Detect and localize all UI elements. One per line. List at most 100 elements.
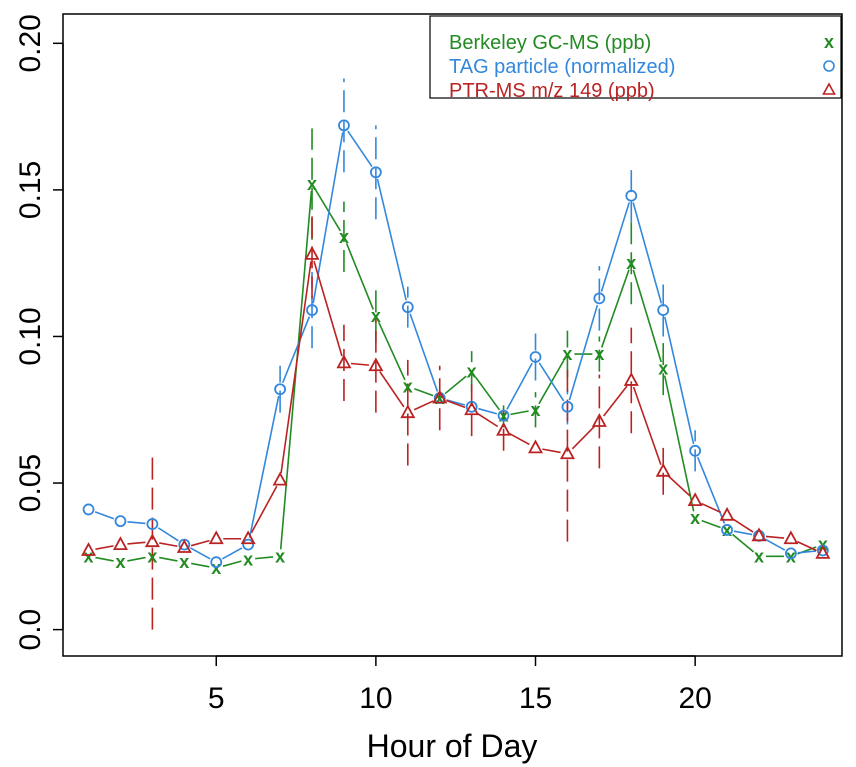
circle-marker [689, 444, 702, 457]
circle-marker [306, 304, 318, 316]
x-marker: x [307, 174, 317, 194]
triangle-marker [432, 389, 448, 404]
series-line-segment [701, 502, 722, 514]
series-line-segment [280, 261, 312, 474]
legend-triangle-marker [822, 82, 836, 95]
series-line-segment [571, 425, 596, 450]
x-marker: x [84, 546, 94, 566]
triangle-marker [112, 536, 128, 551]
circle-marker [593, 292, 606, 305]
x-marker: x [499, 406, 509, 426]
series-line-segment [568, 304, 599, 401]
x-marker: x [594, 344, 604, 364]
triangle-marker [751, 527, 767, 542]
triangle-marker [81, 542, 97, 556]
series-line-segment [733, 530, 753, 536]
series-line-segment [446, 399, 466, 406]
circle-marker [242, 538, 255, 551]
circle-marker [210, 556, 223, 569]
series-line-segment [632, 202, 663, 304]
series-line-segment [764, 538, 786, 551]
series-line-segment [510, 410, 529, 416]
x-marker: x [115, 552, 125, 572]
series-line-segment [127, 541, 146, 545]
y-axis: 0.0 0.05 0.10 0.15 0.20 [14, 14, 64, 650]
x-tick-label: 5 [208, 682, 225, 715]
series-line-segment [314, 189, 342, 232]
triangle-marker [559, 445, 575, 460]
series-line-segment [731, 533, 755, 553]
circle-marker [146, 518, 159, 530]
series-line-segment [667, 475, 691, 497]
legend-x-marker: x [824, 32, 834, 52]
series-line-segment [697, 456, 726, 524]
legend: Berkeley GC-MS (ppb) x TAG particle (norma… [429, 15, 842, 102]
series-line-segment [797, 550, 816, 554]
series-line-segment [350, 362, 369, 366]
series-line-segment [478, 407, 498, 415]
series-line-segment [221, 547, 243, 560]
x-axis: 5 10 15 20 [208, 655, 712, 715]
x-marker: x [722, 520, 732, 540]
x-marker: x [658, 359, 668, 379]
circle-marker [369, 166, 382, 179]
triangle-marker [400, 404, 416, 419]
series-line-segment [157, 527, 179, 542]
triangle-marker [527, 439, 544, 454]
series-line-segment [509, 432, 530, 446]
x-marker: x [786, 546, 796, 566]
x-tick-label: 20 [678, 682, 711, 715]
x-marker: x [531, 400, 541, 420]
series-line-segment [95, 556, 114, 562]
x-marker: x [403, 376, 413, 396]
x-marker: x [179, 552, 189, 572]
x-axis-title: Hour of Day [367, 728, 538, 764]
legend-label: TAG particle (normalized) [449, 56, 675, 78]
circle-marker [785, 547, 797, 560]
series-line-segment [379, 371, 405, 408]
series-line-segment [159, 556, 178, 562]
series-line-segment [765, 535, 785, 539]
series-line-segment [250, 485, 278, 533]
series-line-segment [190, 539, 210, 547]
y-tick-label: 0.10 [14, 307, 47, 365]
circle-marker [721, 524, 733, 536]
series-line-segment [255, 556, 274, 560]
x-marker: x [243, 549, 253, 569]
series-line-segment [600, 202, 630, 292]
series-line-segment [663, 375, 695, 512]
series-line-segment [409, 313, 439, 392]
circle-marker [625, 189, 638, 202]
series-line-segment [347, 130, 373, 167]
series-line-segment [312, 132, 344, 304]
error-bars [151, 78, 696, 630]
series-line-segment [632, 386, 662, 465]
series-line-segment [603, 385, 628, 417]
circle-marker [114, 515, 127, 528]
series-line-segment [701, 519, 721, 529]
x-marker: x [275, 546, 285, 566]
series-line-segment [796, 540, 817, 552]
series-line-segment [542, 448, 561, 454]
series-line-segment [222, 560, 242, 567]
triangle-marker [272, 471, 288, 486]
series-line-segment [376, 178, 407, 301]
legend-circle-marker [823, 60, 835, 72]
series-line-segment [446, 399, 466, 409]
legend-label: Berkeley GC-MS (ppb) [449, 32, 651, 54]
triangle-marker [336, 354, 352, 369]
y-tick-label: 0.05 [14, 454, 47, 512]
series-line-segment [191, 562, 210, 568]
triangle-marker [208, 530, 224, 545]
series-line-segment [477, 412, 499, 428]
x-marker: x [435, 388, 445, 408]
series-line-segment [127, 520, 146, 525]
x-tick-label: 10 [359, 682, 392, 715]
series-line-segment [414, 387, 434, 397]
circle-marker [657, 304, 670, 316]
circle-marker [338, 119, 350, 132]
series-line-segment [632, 269, 662, 363]
legend-label: PTR-MS m/z 149 (ppb) [449, 80, 655, 102]
triangle-marker [623, 372, 639, 386]
